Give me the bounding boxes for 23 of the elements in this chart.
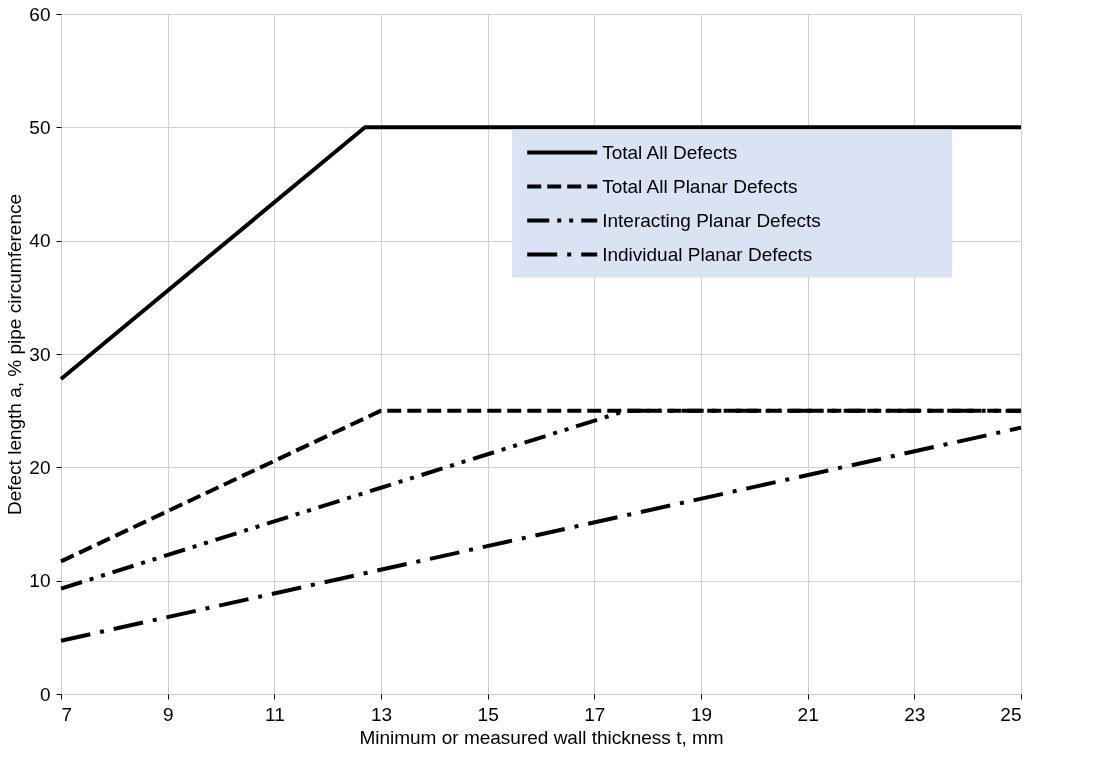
- legend-label: Individual Planar Defects: [602, 243, 813, 265]
- y-tick-label: 0: [39, 683, 51, 705]
- x-tick-label: 23: [904, 703, 926, 725]
- y-tick-label: 30: [29, 343, 51, 365]
- x-tick-label: 21: [797, 703, 819, 725]
- y-tick-label: 20: [29, 456, 51, 478]
- x-axis-title: Minimum or measured wall thickness t, mm: [359, 726, 724, 748]
- y-tick-label: 60: [29, 3, 51, 25]
- x-tick-label: 15: [477, 703, 499, 725]
- x-tick-label: 11: [264, 703, 285, 725]
- legend-label: Total All Defects: [602, 141, 738, 163]
- y-tick-label: 10: [29, 570, 51, 592]
- x-tick-label: 17: [584, 703, 606, 725]
- x-tick-label: 25: [1000, 703, 1022, 725]
- x-tick-label: 7: [61, 703, 73, 725]
- legend-label: Interacting Planar Defects: [602, 209, 821, 231]
- x-tick-label: 19: [690, 703, 713, 725]
- legend-label: Total All Planar Defects: [602, 175, 798, 197]
- x-tick-label: 13: [370, 703, 393, 725]
- y-tick-label: 40: [29, 230, 51, 252]
- y-axis-title: Defect length a, % pipe circumference: [4, 193, 26, 516]
- x-tick-label: 9: [162, 703, 174, 725]
- y-tick-label: 50: [29, 116, 51, 138]
